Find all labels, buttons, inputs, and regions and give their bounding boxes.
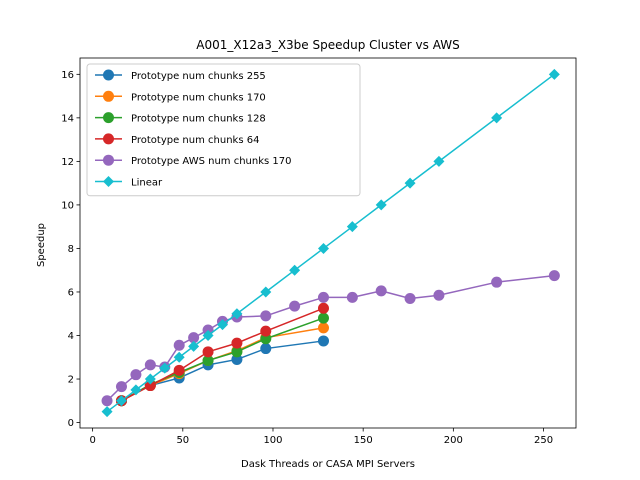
data-point-linear (115, 395, 127, 407)
chart-title: A001_X12a3_X3be Speedup Cluster vs AWS (196, 38, 460, 52)
data-point-prototype-num-chunks-64 (144, 380, 156, 392)
x-axis-label: Dask Threads or CASA MPI Servers (241, 459, 415, 470)
data-point-prototype-num-chunks-128 (202, 355, 214, 367)
legend: Prototype num chunks 255 Prototype num ch… (86, 63, 361, 197)
data-point-prototype-aws-num-chunks-170 (130, 369, 142, 381)
data-point-linear (289, 264, 301, 276)
data-point-prototype-num-chunks-170 (317, 322, 329, 334)
data-point-prototype-num-chunks-64 (231, 337, 243, 349)
y-tick-label: 0 (68, 418, 74, 429)
legend-marker-prototype-num-chunks-255 (103, 69, 114, 81)
data-point-linear (317, 242, 329, 254)
data-point-prototype-num-chunks-128 (231, 346, 243, 358)
data-point-linear (159, 362, 171, 374)
legend-label-prototype-num-chunks-128: Prototype num chunks 128 (131, 114, 266, 125)
legend-label-prototype-num-chunks-170: Prototype num chunks 170 (131, 92, 266, 103)
y-axis-label: Speedup (36, 223, 47, 267)
data-point-prototype-aws-num-chunks-170 (491, 276, 503, 288)
data-point-prototype-aws-num-chunks-170 (115, 381, 127, 393)
data-point-prototype-aws-num-chunks-170 (375, 285, 387, 297)
series-prototype-num-chunks-64 (115, 302, 329, 407)
data-point-linear (101, 406, 113, 418)
data-point-linear (375, 199, 387, 211)
data-point-linear (433, 155, 445, 167)
y-tick-label: 6 (68, 287, 74, 298)
data-point-prototype-num-chunks-255 (231, 353, 243, 365)
data-point-linear (260, 286, 272, 298)
y-tick-label: 2 (68, 375, 74, 386)
data-point-prototype-aws-num-chunks-170 (173, 339, 185, 351)
x-tick-label: 150 (354, 435, 373, 446)
x-tick-label: 50 (176, 435, 189, 446)
data-point-linear (231, 308, 243, 320)
data-point-linear (346, 221, 358, 233)
x-tick-label: 250 (534, 435, 553, 446)
legend-label-prototype-num-chunks-255: Prototype num chunks 255 (131, 71, 266, 82)
data-point-prototype-aws-num-chunks-170 (260, 310, 272, 322)
legend-marker-prototype-aws-num-chunks-170 (103, 154, 114, 166)
axes-frame (79, 57, 577, 429)
series-linear (101, 68, 560, 418)
data-point-linear (404, 177, 416, 189)
x-tick-label: 0 (89, 435, 95, 446)
legend-entry-prototype-aws-num-chunks-170: Prototype AWS num chunks 170 (95, 154, 292, 167)
legend-marker-prototype-num-chunks-64 (103, 133, 114, 145)
data-point-prototype-num-chunks-64 (317, 302, 329, 314)
data-point-prototype-aws-num-chunks-170 (144, 359, 156, 371)
data-point-linear (173, 351, 185, 363)
legend-entry-linear: Linear (95, 176, 163, 189)
data-point-prototype-num-chunks-255 (317, 335, 329, 347)
y-tick-label: 12 (61, 157, 74, 168)
data-point-linear (130, 384, 142, 396)
data-point-prototype-aws-num-chunks-170 (548, 270, 560, 282)
legend-marker-prototype-num-chunks-128 (103, 112, 114, 124)
data-point-prototype-num-chunks-64 (260, 325, 272, 337)
legend-entry-prototype-num-chunks-170: Prototype num chunks 170 (95, 90, 266, 103)
data-point-linear (202, 330, 214, 341)
y-tick-label: 16 (61, 70, 74, 81)
data-point-linear (491, 112, 503, 124)
data-point-linear (144, 373, 156, 385)
data-point-prototype-aws-num-chunks-170 (346, 291, 358, 303)
data-point-prototype-aws-num-chunks-170 (317, 291, 329, 303)
legend-label-prototype-num-chunks-64: Prototype num chunks 64 (131, 135, 259, 146)
legend-marker-prototype-num-chunks-170 (103, 90, 114, 102)
data-point-prototype-aws-num-chunks-170 (101, 395, 113, 407)
x-tick-label: 200 (444, 435, 463, 446)
data-point-linear (188, 340, 200, 352)
data-point-prototype-num-chunks-64 (202, 346, 214, 358)
data-point-prototype-aws-num-chunks-170 (188, 332, 200, 344)
data-point-prototype-aws-num-chunks-170 (433, 289, 445, 301)
data-point-prototype-num-chunks-64 (173, 364, 185, 376)
legend-label-linear: Linear (131, 178, 163, 189)
plot-area (101, 68, 560, 418)
legend-entry-prototype-num-chunks-255: Prototype num chunks 255 (95, 69, 266, 82)
legend-box (86, 63, 361, 197)
y-tick-label: 8 (68, 244, 74, 255)
legend-label-prototype-aws-num-chunks-170: Prototype AWS num chunks 170 (131, 156, 292, 167)
data-point-prototype-num-chunks-128 (260, 333, 272, 345)
y-tick-label: 14 (61, 113, 74, 124)
data-point-linear (216, 319, 228, 331)
data-point-prototype-num-chunks-255 (260, 343, 272, 355)
y-tick-label: 10 (61, 200, 74, 211)
x-tick-label: 100 (263, 435, 282, 446)
legend-entry-prototype-num-chunks-128: Prototype num chunks 128 (95, 112, 266, 125)
data-point-prototype-aws-num-chunks-170 (404, 293, 416, 304)
legend-marker-linear (103, 176, 114, 187)
y-tick-label: 4 (68, 331, 74, 342)
axes: 0 50 100 150 200 250 0 2 4 6 8 10 12 14 16 (61, 57, 577, 446)
data-point-prototype-num-chunks-128 (317, 312, 329, 324)
legend-entry-prototype-num-chunks-64: Prototype num chunks 64 (95, 133, 259, 146)
data-point-prototype-aws-num-chunks-170 (289, 300, 301, 312)
data-point-linear (548, 68, 560, 80)
